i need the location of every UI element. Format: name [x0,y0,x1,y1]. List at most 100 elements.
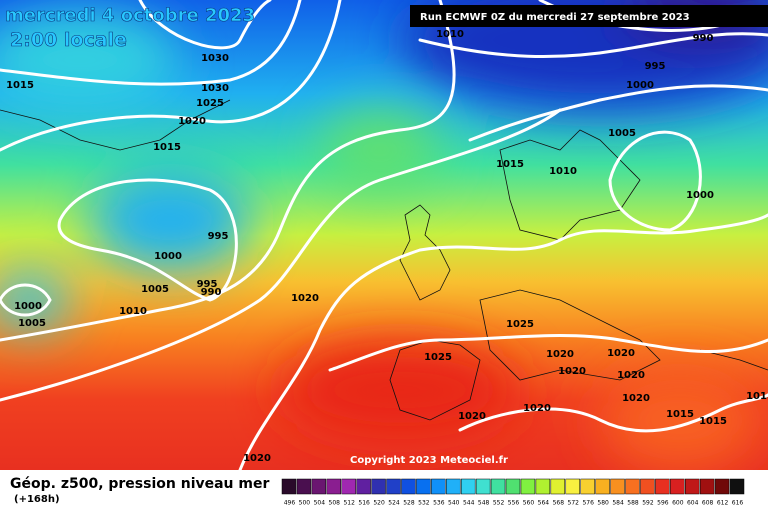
scale-swatch [326,478,341,495]
pressure-label: 995 [197,279,218,290]
isobars [0,0,768,470]
pressure-label: 1000 [626,80,654,91]
scale-swatch [595,478,610,495]
scale-label: 508 [329,500,341,507]
scale-label: 592 [642,500,654,507]
pressure-label: 1010 [436,29,464,40]
scale-label: 516 [358,500,370,507]
pressure-label: 1020 [178,116,206,127]
pressure-label: 995 [645,61,666,72]
pressure-label: 1020 [243,453,271,464]
scale-label: 520 [373,500,385,507]
pressure-label: 1010 [549,166,577,177]
scale-label: 600 [672,500,684,507]
copyright: Copyright 2023 Meteociel.fr [350,455,508,466]
pressure-label: 1000 [14,301,42,312]
forecast-date: mercredi 4 octobre 2023 [5,5,255,26]
scale-label: 536 [433,500,445,507]
scale-swatch [685,478,700,495]
scale-swatch [281,478,297,495]
scale-label: 580 [597,500,609,507]
scale-label: 564 [538,500,550,507]
scale-swatch [505,478,521,495]
pressure-label: 1030 [201,53,229,64]
scale-swatch [714,478,730,495]
pressure-label: 1020 [607,348,635,359]
pressure-label: 1005 [141,284,169,295]
scale-label: 588 [627,500,639,507]
scale-swatch [460,478,476,495]
scale-label: 544 [463,500,475,507]
scale-swatch [670,478,685,495]
pressure-label: 990 [201,287,222,298]
scale-swatch [416,478,431,495]
scale-swatch [699,478,715,495]
scale-label: 576 [582,500,594,507]
scale-swatch [401,478,416,495]
scale-label: 532 [418,500,430,507]
scale-swatch [520,478,536,495]
pressure-label: 1000 [686,190,714,201]
scale-label: 572 [568,500,580,507]
scale-label: 604 [687,500,699,507]
scale-label: 512 [343,500,355,507]
scale-swatch [371,478,386,495]
scale-label: 616 [732,500,744,507]
pressure-label: 1015 [6,80,34,91]
scale-label: 496 [284,500,296,507]
scale-swatch [729,478,745,495]
scale-label: 596 [657,500,669,507]
forecast-time: 2:00 locale [10,29,127,51]
scale-swatch [640,478,655,495]
color-scale: 496 500 504 508 512 516 520 524 528 532 536 540 544 5… [281,478,745,507]
scale-swatch [446,478,461,495]
scale-label: 548 [478,500,490,507]
pressure-label: 1015 [153,142,181,153]
coastlines [0,99,768,421]
pressure-label: 1015 [496,159,524,170]
run-banner [410,5,768,27]
scale-label: 504 [314,500,326,507]
pressure-label: 1020 [622,393,650,404]
scale-swatch [535,478,551,495]
scale-swatch [625,478,640,495]
pressure-label: 1030 [201,83,229,94]
pressure-label: 1025 [506,319,534,330]
scale-swatch [311,478,327,495]
pressure-label: 1015 [666,409,694,420]
pressure-label: 1015 [699,416,727,427]
scale-swatch [475,478,491,495]
pressure-label: 1015 [746,391,768,402]
pressure-label: 1000 [154,251,182,262]
pressure-label: 1020 [558,366,586,377]
pressure-label: 1005 [608,128,636,139]
pressure-label: 1020 [523,403,551,414]
scale-swatch [341,478,356,495]
scale-swatch [580,478,595,495]
scale-swatch [610,478,625,495]
pressure-label: 1020 [546,349,574,360]
scale-label: 552 [493,500,505,507]
scale-swatch [296,478,312,495]
scale-swatch [655,478,670,495]
pressure-label: 1025 [424,352,452,363]
scale-label: 524 [388,500,400,507]
scale-label: 540 [448,500,460,507]
scale-swatch [565,478,580,495]
scale-swatch [386,478,401,495]
scale-swatch [431,478,446,495]
scale-label: 560 [523,500,535,507]
footer-title: Géop. z500, pression niveau mer [10,476,269,492]
run-info: Run ECMWF 0Z du mercredi 27 septembre 20… [420,12,690,23]
pressure-label: 1020 [291,293,319,304]
scale-label: 568 [553,500,565,507]
scale-label: 500 [299,500,311,507]
scale-swatch [550,478,566,495]
lead-time: (+168h) [14,494,60,505]
pressure-label: 1025 [196,98,224,109]
pressure-label: 995 [208,231,229,242]
